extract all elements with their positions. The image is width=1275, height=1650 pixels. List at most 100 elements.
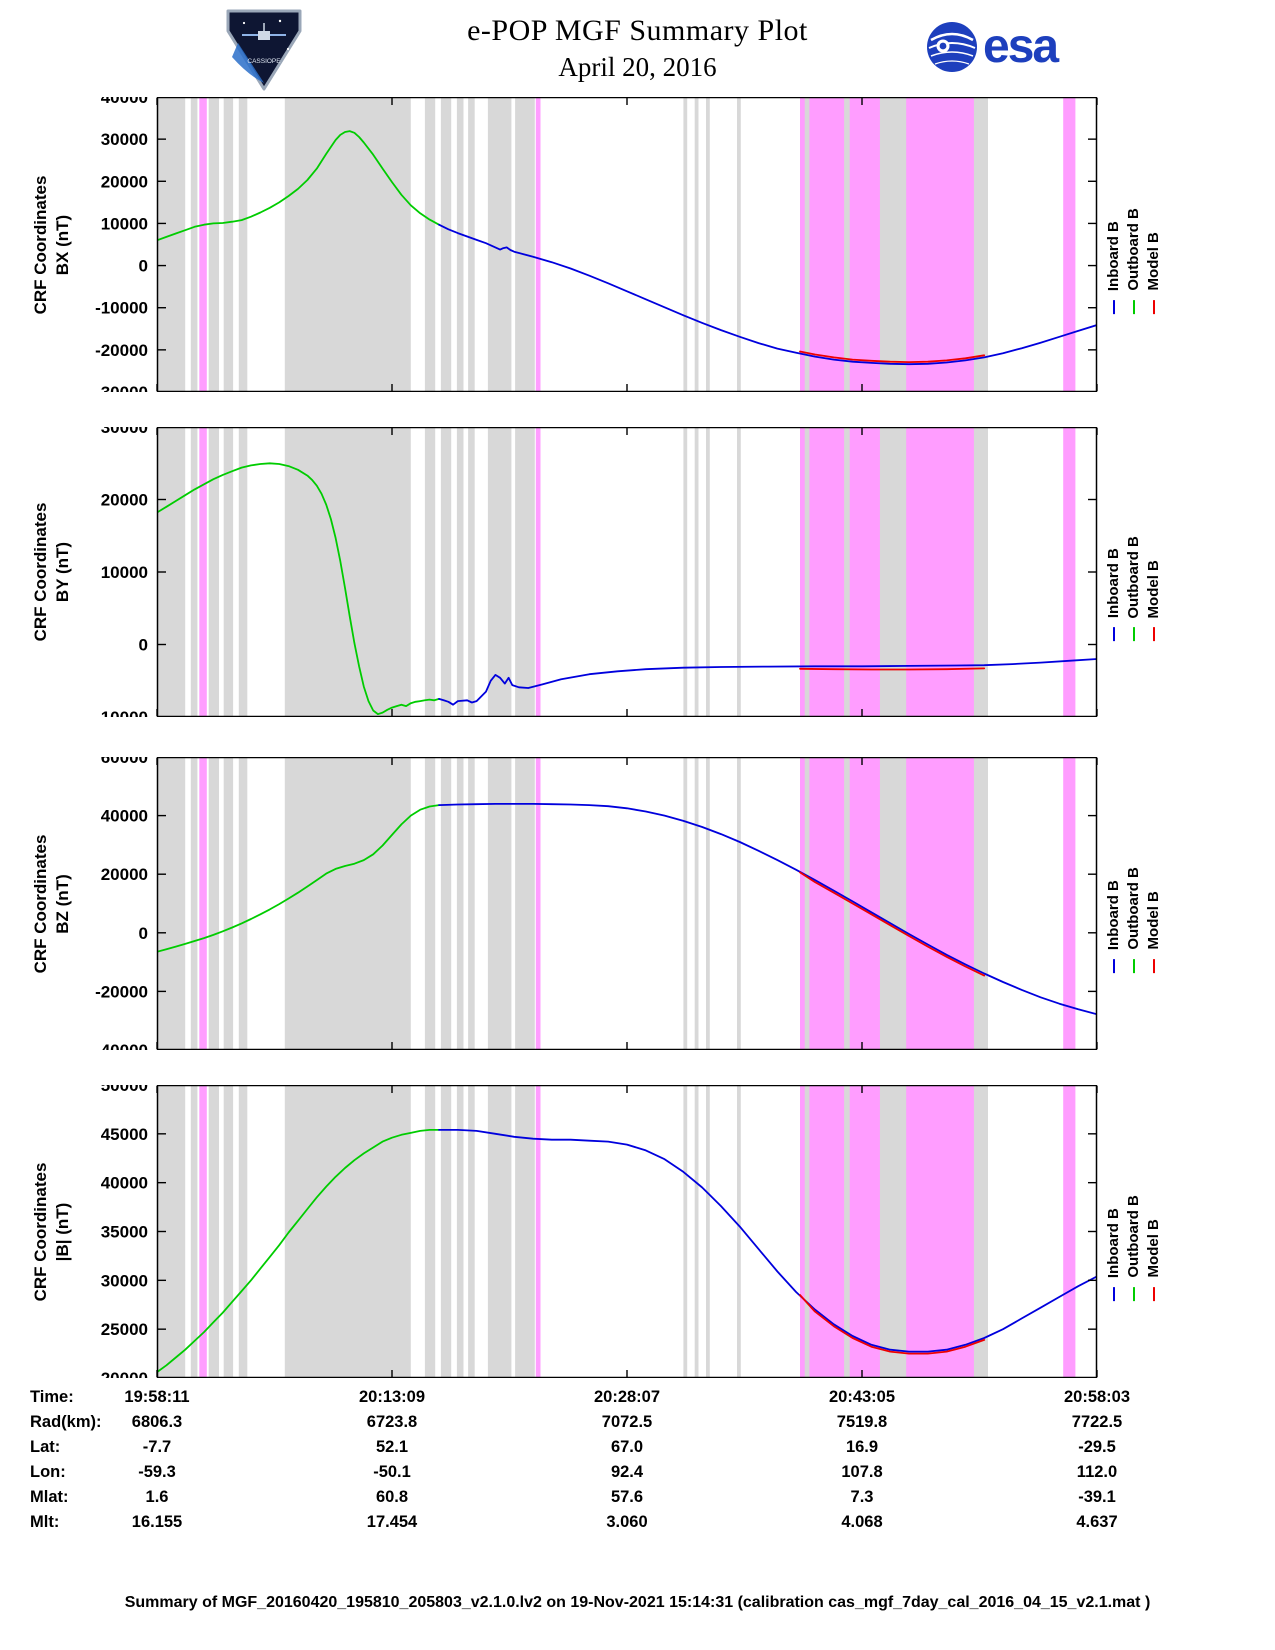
y-axis-label-bx: CRF Coordinates BX (nT) (30, 175, 72, 314)
shade-band-gray (844, 757, 850, 1050)
y-tick-label: 20000 (101, 865, 148, 884)
shade-band-gray (238, 757, 248, 1050)
shade-band-gray (223, 1085, 234, 1378)
y-tick-label: 30000 (101, 130, 148, 149)
table-cell: 3.060 (606, 1513, 648, 1531)
legend-mark-model (1152, 1286, 1155, 1301)
patch-satellite (242, 19, 290, 51)
shade-band-gray (223, 757, 234, 1050)
shade-band-gray (706, 427, 710, 717)
legend-bz: Inboard B Outboard B Model B (1105, 845, 1162, 973)
shade-band-gray (190, 757, 198, 1050)
legend-label: Model B (1145, 1219, 1162, 1278)
table-cell: 57.6 (610, 1488, 644, 1506)
legend-item-outboard: Outboard B (1125, 1173, 1142, 1301)
legend-item-model: Model B (1145, 1173, 1162, 1301)
y-tick-label: 10000 (101, 214, 148, 233)
shade-band-gray (468, 97, 475, 392)
row-label: Lon: (30, 1463, 66, 1481)
table-cell: -59.3 (138, 1463, 176, 1481)
shade-band-gray (683, 757, 688, 1050)
shade-band-gray (973, 97, 988, 392)
shade-band-gray (424, 1085, 436, 1378)
table-cell: 107.8 (841, 1463, 883, 1481)
legend-mark-outboard (1132, 627, 1135, 642)
shade-band-gray (973, 1085, 988, 1378)
shade-band-gray (440, 427, 452, 717)
series-outboard-bmag (157, 1129, 440, 1374)
legend-label: Outboard B (1125, 535, 1142, 619)
legend-label: Inboard B (1105, 220, 1122, 291)
shade-band-magenta (199, 427, 207, 717)
row-label: Time: (30, 1388, 74, 1406)
shade-band-gray (879, 757, 907, 1050)
y-tick-label: 0 (139, 636, 148, 655)
table-cell: 112.0 (1076, 1463, 1118, 1481)
legend-mark-outboard (1132, 299, 1135, 314)
esa-logo: esa (925, 20, 1059, 74)
y-tick-label: -40000 (95, 1041, 148, 1050)
shade-band-gray (424, 97, 436, 392)
row-label: Rad(km): (30, 1413, 102, 1431)
shade-band-gray (844, 427, 850, 717)
y-tick-label: 60000 (101, 757, 148, 767)
shade-band-gray (208, 97, 219, 392)
series-inboard-by (438, 658, 1097, 706)
table-cell: 52.1 (375, 1438, 409, 1456)
plot-border (156, 427, 1098, 717)
panel-bmag: 50000 45000 40000 35000 30000 25000 20000 CRF C… (0, 1085, 1275, 1378)
shade-band-gray (844, 97, 850, 392)
table-cell: 16.9 (845, 1438, 879, 1456)
row-label: Mlt: (30, 1513, 60, 1531)
y-tick-label: 25000 (101, 1320, 148, 1339)
y-tick-label: 40000 (101, 97, 148, 107)
table-row-mlat: Mlat: 1.6 60.8 57.6 7.3 -39.1 (0, 1488, 1275, 1513)
shade-band-gray (804, 427, 810, 717)
shade-band-gray (487, 757, 512, 1050)
y-tick-label: 40000 (101, 807, 148, 826)
plot-border (156, 757, 1098, 1050)
series-outboard-bz (157, 804, 440, 953)
legend-mark-inboard (1112, 627, 1115, 642)
table-cell: 92.4 (610, 1463, 644, 1481)
shade-band-magenta (535, 427, 541, 717)
shade-band-gray (683, 97, 688, 392)
legend-item-inboard: Inboard B (1105, 1173, 1122, 1301)
legend-label: Model B (1145, 232, 1162, 291)
table-cell: 60.8 (375, 1488, 409, 1506)
shade-band-gray (706, 97, 710, 392)
shade-band-gray (694, 97, 699, 392)
table-cell: 6723.8 (366, 1413, 418, 1431)
table-row-mlt: Mlt: 16.155 17.454 3.060 4.068 4.637 (0, 1513, 1275, 1538)
table-cell: 7722.5 (1071, 1413, 1123, 1431)
shade-band-gray (456, 97, 464, 392)
shade-band-gray (440, 1085, 452, 1378)
cassiope-mission-patch: CASSIOPE (226, 9, 302, 91)
shade-band-magenta (1063, 757, 1076, 1050)
panel-svg-bz: 60000 40000 20000 0 -20000 -40000 (95, 757, 1098, 1050)
y-tick-label: 10000 (101, 563, 148, 582)
series-model-bz (799, 871, 986, 977)
shade-band-magenta (199, 97, 207, 392)
shade-band-magenta (535, 97, 541, 392)
table-cell: 19:58:11 (124, 1388, 190, 1406)
y-tick-label: 0 (139, 257, 148, 276)
panel-svg-by: 30000 20000 10000 0 -10000 (95, 427, 1098, 717)
header-titles: e-POP MGF Summary Plot April 20, 2016 (0, 14, 1275, 83)
shade-band-magenta (199, 1085, 207, 1378)
shade-band-gray (683, 1085, 688, 1378)
footer-caption: Summary of MGF_20160420_195810_205803_v2… (124, 1594, 1151, 1611)
y-tick-label: 40000 (101, 1174, 148, 1193)
legend-mark-outboard (1132, 1286, 1135, 1301)
legend-label: Inboard B (1105, 1207, 1122, 1278)
shade-band-gray (879, 1085, 907, 1378)
legend-item-model: Model B (1145, 186, 1162, 314)
shade-band-gray (879, 427, 907, 717)
panel-bx: 40000 30000 20000 10000 0 -10000 -20000 -30000 C… (0, 97, 1275, 392)
legend-mark-inboard (1112, 1286, 1115, 1301)
patch-earth (232, 43, 264, 83)
shade-band-gray (804, 97, 810, 392)
legend-item-inboard: Inboard B (1105, 513, 1122, 642)
shade-band-gray (487, 97, 512, 392)
